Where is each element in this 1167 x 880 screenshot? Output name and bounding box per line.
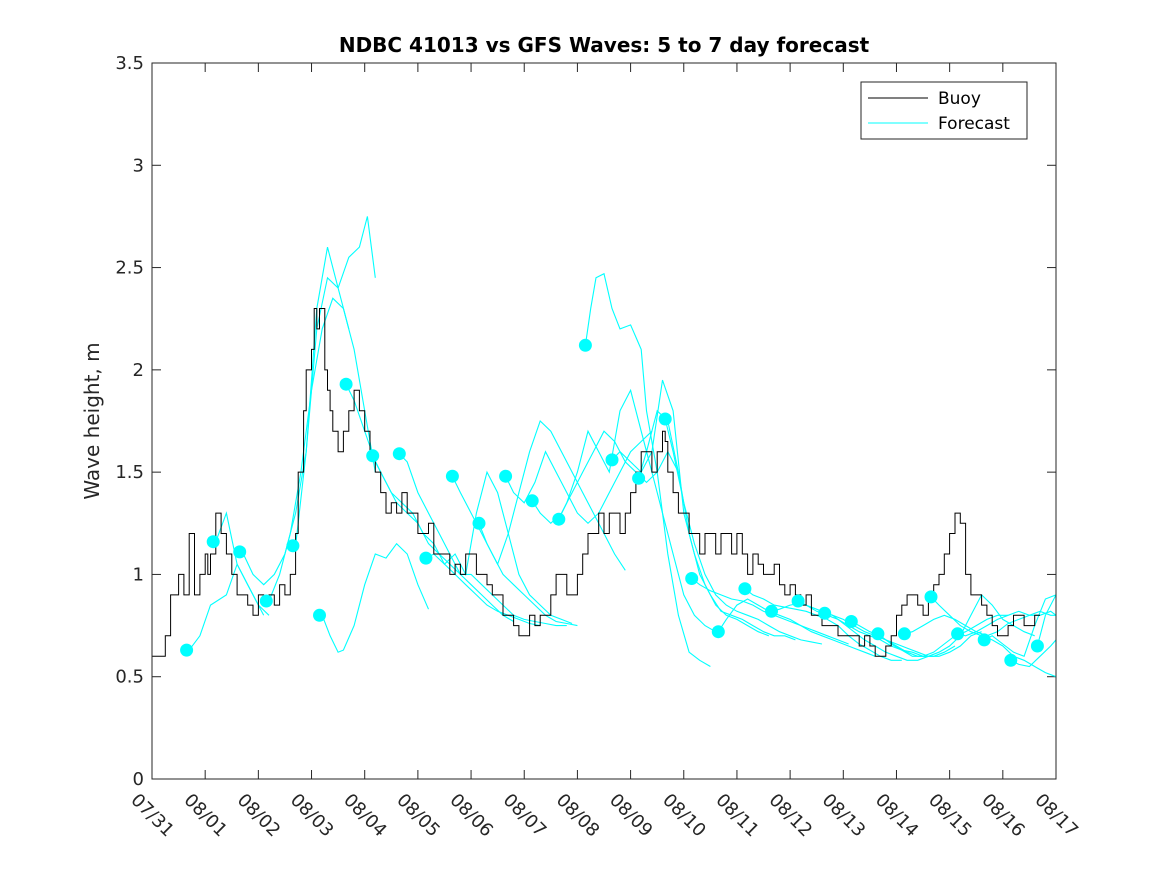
forecast-point bbox=[206, 535, 220, 549]
forecast-point bbox=[897, 627, 911, 641]
y-tick-label: 3.5 bbox=[115, 53, 144, 74]
forecast-line bbox=[398, 453, 567, 627]
y-axis-label: Wave height, m bbox=[80, 342, 104, 499]
forecast-point bbox=[818, 606, 832, 620]
forecast-point bbox=[499, 469, 513, 483]
forecast-line bbox=[877, 593, 1035, 657]
forecast-point bbox=[711, 625, 725, 639]
forecast-point bbox=[791, 594, 805, 608]
forecast-line bbox=[957, 610, 1056, 637]
y-tick-label: 0.5 bbox=[115, 667, 144, 688]
forecast-point bbox=[765, 604, 778, 618]
legend-buoy-label: Buoy bbox=[938, 89, 981, 109]
y-tick-label: 0 bbox=[133, 769, 144, 790]
forecast-point bbox=[233, 545, 247, 559]
legend-forecast-label: Forecast bbox=[938, 114, 1010, 134]
y-tick-label: 2.5 bbox=[115, 258, 144, 279]
forecast-point bbox=[339, 377, 353, 391]
forecast-point bbox=[632, 471, 646, 485]
forecast-points-layer bbox=[180, 338, 1044, 667]
forecast-point bbox=[259, 594, 273, 608]
forecast-point bbox=[286, 539, 300, 553]
plot-frame bbox=[151, 62, 1057, 780]
forecast-point bbox=[472, 516, 486, 530]
forecast-line bbox=[1010, 639, 1057, 668]
forecast-line bbox=[451, 475, 578, 627]
axis-ticks-layer bbox=[151, 62, 1057, 780]
forecast-line bbox=[295, 216, 376, 546]
forecast-line bbox=[717, 598, 876, 657]
forecast-point bbox=[951, 627, 965, 641]
forecast-point bbox=[552, 512, 566, 526]
forecast-line bbox=[321, 542, 430, 653]
forecast-point bbox=[180, 643, 194, 657]
forecast-point bbox=[738, 582, 752, 596]
legend: Buoy Forecast bbox=[860, 81, 1028, 140]
forecast-line bbox=[425, 470, 573, 625]
forecast-line bbox=[241, 246, 350, 586]
forecast-line bbox=[558, 388, 716, 633]
forecast-line bbox=[930, 596, 1057, 678]
forecast-point bbox=[366, 449, 380, 463]
y-tick-label: 1 bbox=[133, 564, 144, 585]
forecast-point bbox=[871, 627, 885, 641]
forecast-line bbox=[983, 594, 1057, 658]
y-tick-label: 1.5 bbox=[115, 462, 144, 483]
forecast-point bbox=[1004, 653, 1018, 667]
forecast-point bbox=[924, 590, 938, 604]
forecast-point bbox=[605, 453, 619, 467]
forecast-point bbox=[977, 633, 991, 647]
forecast-line bbox=[1036, 594, 1057, 647]
forecast-point bbox=[658, 412, 672, 426]
chart-title: NDBC 41013 vs GFS Waves: 5 to 7 day fore… bbox=[339, 33, 870, 57]
forecast-point bbox=[313, 608, 326, 622]
y-tick-label: 3 bbox=[133, 155, 144, 176]
forecast-point bbox=[578, 338, 592, 352]
forecast-point bbox=[392, 447, 406, 461]
forecast-point bbox=[419, 551, 433, 565]
forecast-point bbox=[685, 572, 699, 585]
legend-box bbox=[860, 81, 1028, 140]
forecast-point bbox=[445, 469, 459, 483]
plot-area bbox=[152, 63, 1056, 779]
forecast-line bbox=[478, 420, 626, 571]
forecast-line bbox=[584, 272, 711, 667]
forecast-point bbox=[844, 615, 858, 628]
y-tick-label: 2 bbox=[133, 360, 144, 381]
forecast-point bbox=[525, 494, 539, 508]
forecast-line bbox=[215, 511, 270, 616]
forecast-point bbox=[1030, 639, 1044, 653]
